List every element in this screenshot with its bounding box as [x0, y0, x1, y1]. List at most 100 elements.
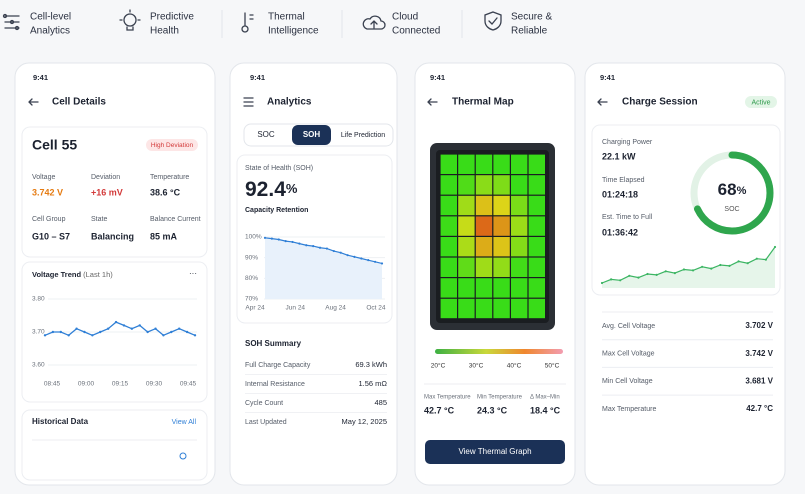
heat-cell [528, 175, 545, 195]
soh-number: 92.4 [245, 178, 286, 201]
info-label: Est. Time to Full [602, 214, 653, 221]
feature-bar: Cell-level Analytics Predictive Health T… [2, 9, 552, 38]
heat-cell [440, 175, 457, 195]
heat-cell [511, 175, 528, 195]
point [312, 244, 315, 248]
chart-title: Voltage Trend (Last 1h) [32, 270, 113, 279]
tab-active[interactable] [292, 125, 331, 145]
soc-unit: % [737, 185, 747, 197]
point [374, 260, 377, 263]
point [360, 257, 363, 260]
heat-cell [458, 237, 475, 257]
status-time: 9:41 [250, 73, 265, 82]
point [67, 334, 70, 337]
section-title: SOH Summary [245, 339, 302, 348]
stat-label: Max Temperature [424, 395, 471, 401]
soh-chart: 100% 90% 80% 70% Apr 24 Jun 24 Aug 24 Oct 24 [245, 234, 386, 312]
point [755, 257, 758, 260]
y-tick-label: 80% [245, 275, 258, 282]
y-tick-label: 100% [245, 234, 262, 241]
heat-cell [528, 257, 545, 277]
row-label: Last Updated [245, 419, 287, 426]
point [146, 330, 149, 334]
voltage-chart: 3.80 3.70 3.60 08:45 09:00 09:15 09:30 09:45 [32, 296, 197, 388]
heat-cell [458, 175, 475, 195]
icon [119, 9, 141, 31]
point [600, 281, 604, 285]
point [59, 330, 62, 334]
x-tick-label: Aug 24 [325, 305, 346, 312]
heat-cell [528, 154, 545, 174]
metric-label: Deviation [91, 174, 120, 181]
metric-value: Balancing [91, 231, 134, 241]
heat-cell [475, 175, 493, 195]
heat-cell [493, 298, 510, 319]
tab[interactable]: SOC [257, 130, 275, 139]
soc-label: SOC [724, 206, 739, 213]
heat-cell [511, 237, 528, 257]
point [737, 260, 740, 263]
point [130, 327, 134, 330]
row-value: 3.742 V [745, 349, 773, 358]
metric-value: 3.742 V [32, 187, 63, 197]
feature-text: Secure & [511, 12, 552, 23]
button-text[interactable]: View Thermal Graph [458, 447, 531, 456]
tab[interactable]: SOH [303, 130, 321, 139]
metric-label: Temperature [150, 174, 189, 181]
metric-label: Balance Current [150, 216, 201, 223]
heat-cell [511, 278, 528, 298]
point [270, 237, 273, 240]
point [764, 258, 767, 261]
status-time: 9:41 [33, 73, 48, 82]
feature-text: Health [150, 26, 179, 37]
point [170, 330, 173, 334]
row-label: Max Temperature [602, 406, 656, 413]
stat-value: 18.4 °C [530, 405, 561, 415]
point [162, 334, 165, 337]
link[interactable]: View All [172, 419, 197, 426]
heat-cell [475, 237, 493, 257]
row-value: 3.681 V [745, 377, 773, 386]
metric-label: State [91, 216, 107, 223]
back-button[interactable] [427, 98, 438, 106]
tab[interactable]: Life Prediction [341, 132, 385, 139]
point [193, 334, 197, 337]
y-tick-label: 3.70 [32, 329, 45, 336]
info-value: 01:36:42 [602, 227, 638, 237]
feature-text: Cloud [392, 12, 418, 23]
back-button[interactable] [28, 98, 39, 106]
heat-cell [475, 298, 493, 319]
status-time: 9:41 [430, 73, 445, 82]
x-tick-label: 08:45 [44, 381, 61, 388]
heat-cell [511, 154, 528, 174]
heat-cell [511, 257, 528, 277]
row-label: Cycle Count [245, 400, 283, 407]
heat-cell [528, 216, 545, 236]
point [138, 324, 141, 327]
heat-cell [458, 216, 475, 236]
x-tick-label: 09:00 [78, 381, 95, 388]
color-scale [435, 349, 563, 354]
heat-cell [458, 278, 475, 298]
feature-text: Analytics [30, 26, 70, 37]
point [332, 249, 335, 253]
row-label: Min Cell Voltage [602, 378, 653, 385]
button[interactable] [425, 440, 565, 464]
icon [241, 12, 254, 33]
heat-cell [493, 237, 510, 257]
point [277, 238, 280, 241]
back-button[interactable] [597, 98, 608, 106]
more-button[interactable]: ··· [189, 269, 197, 278]
x-tick-label: Apr 24 [245, 305, 265, 312]
area [265, 237, 382, 299]
heat-cell [458, 195, 475, 216]
soc-number: 68 [718, 180, 737, 199]
info-label: Charging Power [602, 139, 653, 146]
feature-text: Thermal [268, 12, 305, 23]
screen-title: Cell Details [52, 97, 106, 108]
point [263, 236, 267, 239]
metric-value: 38.6 °C [150, 187, 181, 197]
y-tick-label: 70% [245, 296, 258, 303]
menu-button[interactable] [243, 97, 254, 107]
badge-text: High Deviation [151, 142, 194, 149]
